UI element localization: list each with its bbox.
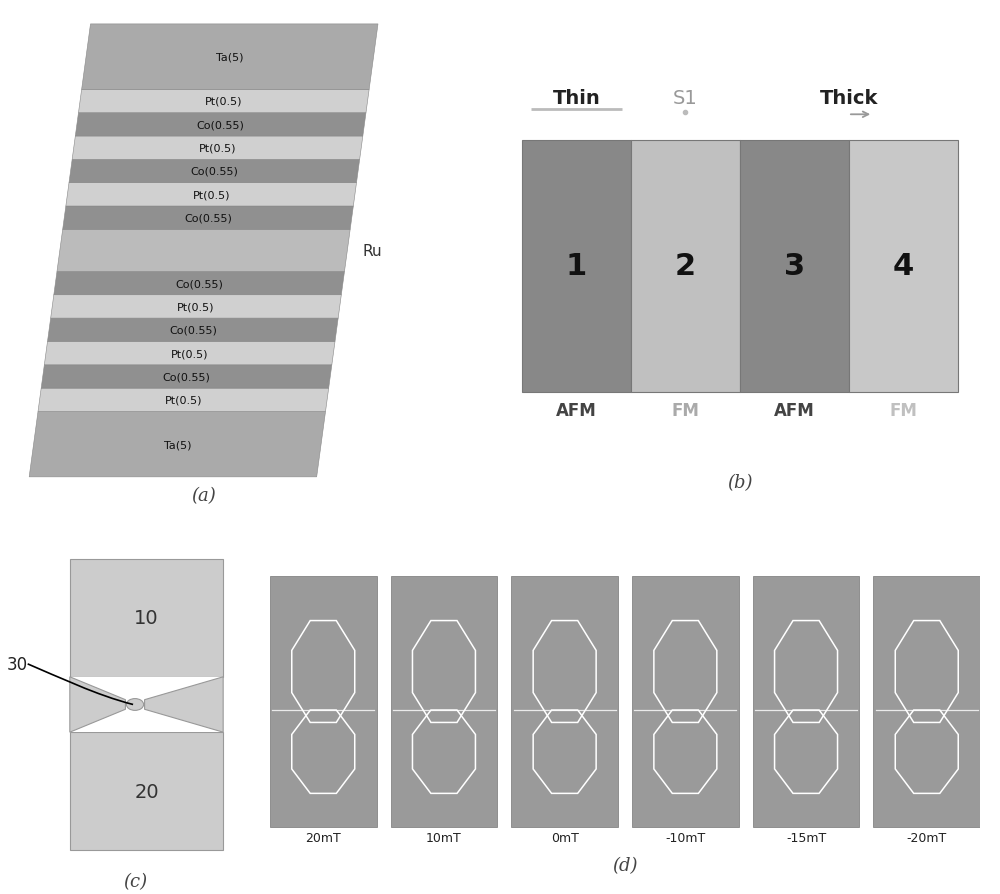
Text: 10mT: 10mT [426, 831, 462, 845]
Text: Pt(0.5): Pt(0.5) [171, 349, 208, 358]
Text: Thin: Thin [552, 89, 600, 108]
FancyBboxPatch shape [511, 577, 618, 827]
Text: Pt(0.5): Pt(0.5) [205, 97, 243, 106]
Text: Ta(5): Ta(5) [164, 440, 191, 450]
Polygon shape [41, 366, 332, 389]
Polygon shape [78, 90, 369, 114]
Polygon shape [44, 342, 335, 366]
Text: Ta(5): Ta(5) [216, 53, 244, 63]
Text: Co(0.55): Co(0.55) [175, 279, 223, 289]
FancyBboxPatch shape [740, 140, 849, 392]
Polygon shape [54, 272, 344, 295]
Polygon shape [66, 183, 357, 207]
Text: Co(0.55): Co(0.55) [163, 372, 210, 382]
Text: Co(0.55): Co(0.55) [184, 214, 232, 224]
FancyBboxPatch shape [70, 677, 223, 732]
Text: 4: 4 [893, 252, 914, 281]
Text: FM: FM [890, 401, 918, 419]
Polygon shape [82, 25, 378, 90]
FancyBboxPatch shape [70, 732, 223, 850]
Text: 20: 20 [134, 782, 159, 801]
Polygon shape [70, 677, 125, 732]
Text: Pt(0.5): Pt(0.5) [192, 190, 230, 200]
Polygon shape [38, 389, 329, 412]
Text: -15mT: -15mT [786, 831, 826, 845]
Text: -20mT: -20mT [907, 831, 947, 845]
Text: Pt(0.5): Pt(0.5) [165, 395, 202, 405]
Text: Pt(0.5): Pt(0.5) [177, 302, 215, 312]
FancyBboxPatch shape [874, 577, 980, 827]
Text: 0mT: 0mT [551, 831, 579, 845]
Text: FM: FM [672, 401, 699, 419]
Text: 2: 2 [675, 252, 696, 281]
Text: (c): (c) [123, 873, 147, 890]
Text: Pt(0.5): Pt(0.5) [199, 144, 236, 154]
FancyBboxPatch shape [391, 577, 497, 827]
Text: 3: 3 [784, 252, 805, 281]
FancyBboxPatch shape [270, 577, 376, 827]
Text: Co(0.55): Co(0.55) [169, 325, 217, 335]
Polygon shape [145, 677, 223, 732]
Text: 20mT: 20mT [305, 831, 341, 845]
Text: (d): (d) [612, 856, 638, 874]
Text: 1: 1 [566, 252, 587, 281]
Text: Co(0.55): Co(0.55) [190, 167, 238, 177]
Polygon shape [63, 207, 353, 230]
FancyBboxPatch shape [70, 559, 223, 677]
Polygon shape [29, 412, 326, 477]
Text: (a): (a) [191, 487, 216, 505]
Text: Thick: Thick [820, 89, 878, 108]
Text: 30: 30 [7, 655, 28, 673]
Text: 10: 10 [134, 609, 159, 628]
Polygon shape [72, 137, 363, 160]
Text: Ru: Ru [363, 243, 382, 258]
Polygon shape [48, 319, 338, 342]
Text: S1: S1 [673, 89, 698, 108]
Text: -10mT: -10mT [665, 831, 705, 845]
FancyBboxPatch shape [849, 140, 958, 392]
FancyBboxPatch shape [631, 140, 740, 392]
FancyBboxPatch shape [632, 577, 739, 827]
Polygon shape [57, 230, 350, 272]
Text: (b): (b) [727, 474, 753, 492]
Polygon shape [75, 114, 366, 137]
Polygon shape [69, 160, 360, 183]
Text: AFM: AFM [556, 401, 597, 419]
Text: AFM: AFM [774, 401, 815, 419]
Text: Co(0.55): Co(0.55) [197, 120, 245, 131]
FancyBboxPatch shape [522, 140, 631, 392]
Polygon shape [51, 295, 341, 319]
FancyBboxPatch shape [753, 577, 859, 827]
Ellipse shape [126, 699, 144, 711]
